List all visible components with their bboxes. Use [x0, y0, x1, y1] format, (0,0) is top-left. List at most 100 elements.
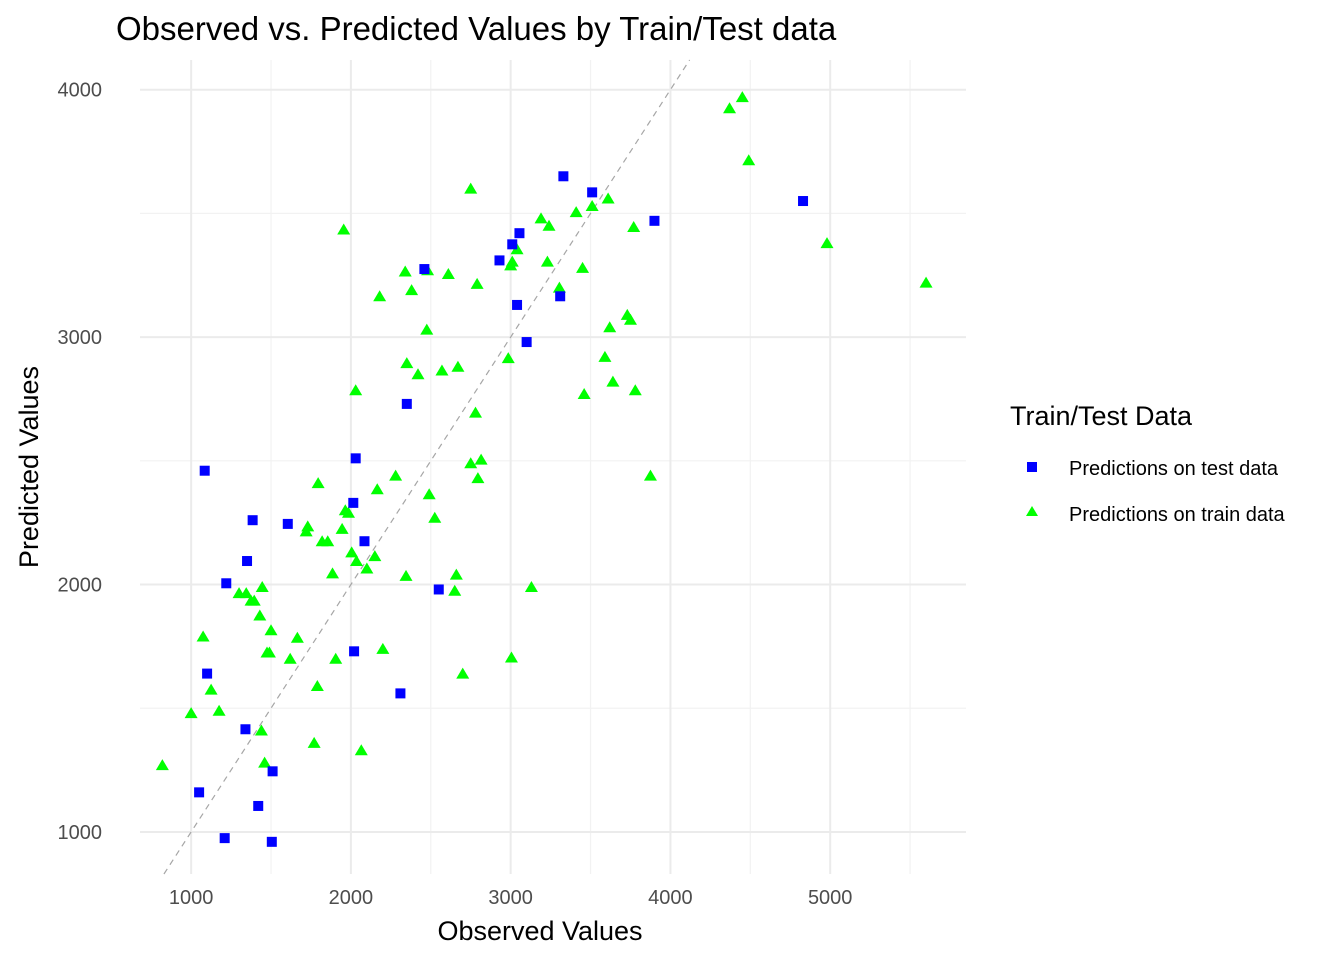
test-point [395, 688, 406, 699]
test-point [419, 264, 430, 275]
train-point [247, 594, 261, 606]
train-point [540, 255, 554, 267]
test-point [514, 228, 525, 239]
train-point [451, 360, 465, 372]
plot-panel [140, 59, 966, 875]
test-point [348, 497, 359, 508]
train-point [464, 457, 478, 469]
train-point [329, 652, 343, 664]
train-point [262, 646, 276, 658]
test-point [349, 646, 360, 657]
train-point [524, 580, 538, 592]
train-point [598, 350, 612, 362]
train-point [389, 469, 403, 481]
train-point [504, 651, 518, 663]
test-point [512, 299, 523, 310]
train-point [471, 472, 485, 484]
train-point [470, 277, 484, 289]
test-point [555, 291, 566, 302]
train-point [723, 102, 737, 114]
y-tick-label: 4000 [58, 80, 103, 102]
chart-title: Observed vs. Predicted Values by Train/T… [116, 10, 837, 47]
legend-key-train [1026, 506, 1038, 516]
train-point [337, 223, 351, 235]
x-tick-label: 1000 [169, 887, 214, 909]
train-point [469, 406, 483, 418]
train-point [254, 724, 268, 736]
train-point [400, 357, 414, 369]
train-point [239, 587, 253, 599]
test-point [282, 518, 293, 529]
legend-label-train: Predictions on train data [1069, 504, 1286, 526]
train-point [307, 736, 321, 748]
train-point [534, 212, 548, 224]
test-point [433, 584, 444, 595]
train-point [628, 384, 642, 396]
train-point [360, 562, 374, 574]
train-point [627, 221, 641, 233]
train-point [411, 368, 425, 380]
train-point [742, 154, 756, 166]
y-tick-label: 1000 [58, 822, 103, 844]
train-point [441, 268, 455, 280]
test-point [798, 196, 809, 207]
legend-label-test: Predictions on test data [1069, 458, 1279, 480]
train-point [474, 453, 488, 465]
train-point [422, 488, 436, 500]
train-point [184, 707, 198, 719]
train-point [321, 535, 335, 547]
test-point [359, 536, 370, 547]
test-point [219, 833, 230, 844]
train-point [428, 511, 442, 523]
train-point [345, 546, 359, 558]
train-point [603, 321, 617, 333]
train-point [601, 192, 615, 204]
train-point [420, 323, 434, 335]
train-point [376, 642, 390, 654]
test-point [507, 239, 518, 250]
y-axis-ticks: 1000 2000 3000 4000 [58, 80, 103, 844]
train-point [552, 281, 566, 293]
test-point [521, 337, 532, 348]
test-point [240, 724, 251, 735]
test-point [267, 766, 278, 777]
train-point [585, 199, 599, 211]
x-axis-label: Observed Values [437, 916, 642, 946]
train-point [370, 483, 384, 495]
train-point [349, 384, 363, 396]
train-point [449, 568, 463, 580]
train-point [290, 631, 304, 643]
train-point [435, 364, 449, 376]
train-point [335, 522, 349, 534]
train-point [576, 261, 590, 273]
x-tick-label: 2000 [329, 887, 374, 909]
test-point [253, 800, 264, 811]
test-point [194, 787, 205, 798]
train-point [341, 506, 355, 518]
train-point [301, 520, 315, 532]
train-point [405, 284, 419, 296]
test-point [401, 398, 412, 409]
train-point [264, 624, 278, 636]
train-point [373, 290, 387, 302]
test-point [266, 836, 277, 847]
train-point [623, 313, 637, 325]
train-point [919, 276, 933, 288]
train-point [204, 683, 218, 695]
train-point [196, 630, 210, 642]
train-point [311, 477, 325, 489]
train-point [505, 255, 519, 267]
y-tick-label: 3000 [58, 327, 103, 349]
train-point [212, 704, 226, 716]
train-point [448, 584, 462, 596]
train-point [501, 352, 515, 364]
test-point [494, 255, 505, 266]
data-points [155, 91, 933, 847]
test-point [587, 187, 598, 198]
train-point [456, 667, 470, 679]
train-point [735, 91, 749, 103]
reference-line [163, 59, 691, 875]
train-point [368, 550, 382, 562]
train-point [253, 609, 267, 621]
